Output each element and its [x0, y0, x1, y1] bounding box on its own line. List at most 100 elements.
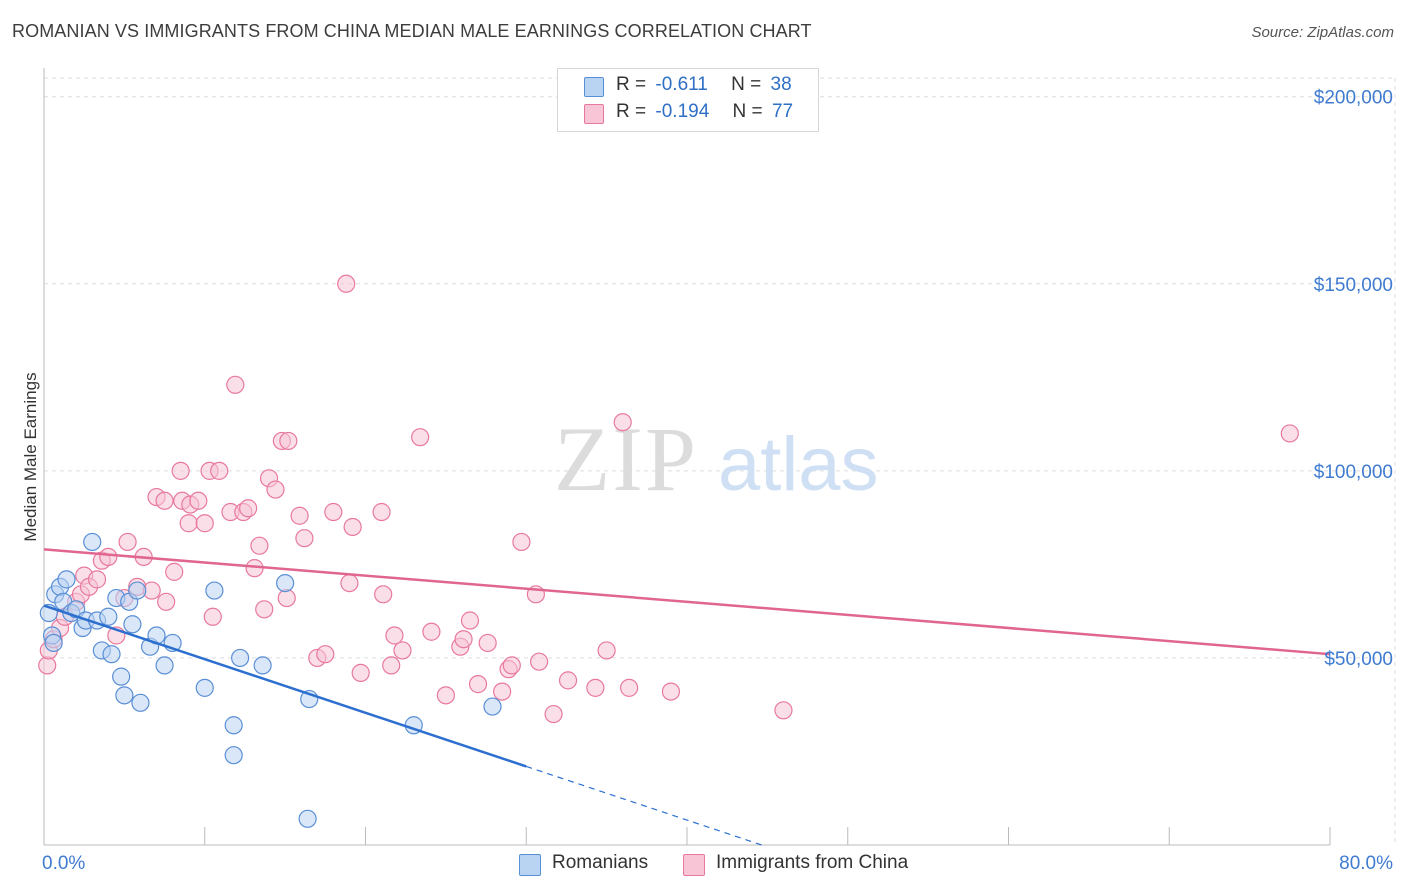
y-tick-label: $50,000 — [1324, 649, 1393, 670]
china-point — [255, 600, 274, 619]
romanians-point — [224, 716, 243, 735]
china-point — [493, 682, 512, 701]
romanians-point — [298, 809, 317, 828]
romanians-point — [44, 633, 63, 653]
axes — [43, 68, 1331, 846]
china-point — [502, 656, 521, 675]
china-point — [179, 514, 198, 533]
china-point — [324, 502, 343, 522]
romanians-point — [231, 648, 250, 668]
china-point — [195, 514, 214, 533]
chart-title: ROMANIAN VS IMMIGRANTS FROM CHINA MEDIAN… — [12, 21, 812, 41]
china-point — [460, 611, 480, 630]
series-immigrants-from-china — [38, 274, 1299, 724]
china-point — [155, 491, 174, 510]
watermark: ZIP atlas — [554, 408, 879, 510]
bottom-legend-label-romanians: Romanians — [552, 852, 649, 873]
china-point — [468, 675, 488, 694]
legend-r-value-china: -0.194 — [655, 101, 710, 122]
china-point — [544, 704, 563, 724]
china-point — [250, 536, 269, 555]
china-point — [277, 588, 296, 608]
tick-labels: $50,000 $100,000 $150,000 $200,000 Median Ma… — [21, 88, 1393, 874]
legend-swatch-china — [584, 104, 604, 124]
romanians-point — [483, 697, 502, 716]
romanians-point — [128, 581, 147, 600]
china-point — [411, 428, 430, 447]
china-point — [393, 641, 412, 660]
romanians-point — [253, 656, 272, 675]
china-point — [613, 413, 632, 432]
china-point — [454, 630, 473, 649]
china-point — [118, 532, 137, 552]
legend-n-value-china: 77 — [771, 101, 794, 122]
romanians-point — [115, 686, 134, 705]
legend-n-label: N = — [731, 74, 762, 95]
china-point — [340, 573, 359, 593]
china-point — [337, 274, 356, 293]
romanians-point — [155, 656, 174, 675]
legend-r-label: R = — [616, 101, 647, 122]
china-point — [372, 502, 391, 522]
china-point — [374, 585, 393, 604]
romanians-point — [102, 645, 121, 664]
china-point — [171, 461, 190, 480]
china-point — [38, 656, 57, 675]
romanians-point — [224, 746, 243, 765]
bottom-legend-label-china: Immigrants from China — [716, 852, 909, 873]
china-point — [295, 529, 314, 548]
trend-line-romanians-extension — [526, 765, 762, 846]
china-point — [316, 645, 335, 664]
china-point — [436, 686, 455, 705]
watermark-atlas: atlas — [718, 422, 879, 507]
china-point — [165, 562, 184, 581]
bottom-legend-swatch-romanians — [519, 854, 541, 876]
china-point — [351, 663, 370, 682]
romanians-point — [123, 615, 142, 634]
china-point — [512, 532, 531, 552]
china-point — [239, 499, 258, 518]
romanians-point — [99, 607, 118, 626]
china-point — [478, 633, 497, 653]
trend-line-china — [43, 548, 1331, 656]
china-point — [87, 570, 107, 589]
china-point — [203, 607, 222, 626]
china-point — [157, 592, 176, 611]
china-point — [385, 626, 404, 645]
legend-swatch-romanians — [584, 77, 604, 97]
china-point — [290, 506, 309, 525]
romanians-point — [131, 693, 150, 712]
china-point — [343, 517, 362, 537]
china-point — [266, 480, 285, 499]
legend-r-value-romanians: -0.611 — [655, 74, 708, 95]
y-tick-label: $200,000 — [1314, 88, 1393, 109]
y-axis-label: Median Male Earnings — [21, 372, 40, 541]
y-tick-label: $100,000 — [1314, 462, 1393, 483]
legend-n-label: N = — [732, 101, 763, 122]
legend-n-value-romanians: 38 — [770, 74, 792, 95]
china-point — [210, 461, 229, 480]
china-point — [620, 678, 639, 697]
china-point — [774, 701, 793, 720]
x-tick-label-min: 0.0% — [42, 853, 85, 874]
romanians-point — [195, 678, 214, 697]
romanians-point — [112, 667, 131, 686]
y-tick-label: $150,000 — [1314, 275, 1393, 296]
china-point — [99, 547, 118, 567]
romanians-point — [83, 532, 102, 552]
romanians-point — [205, 581, 224, 600]
china-point — [226, 375, 245, 394]
china-point — [422, 622, 441, 641]
china-point — [1280, 424, 1299, 443]
trend-line-romanians — [43, 604, 527, 768]
china-point — [558, 671, 578, 690]
china-point — [279, 431, 298, 451]
china-point — [586, 678, 605, 697]
correlation-legend: R = -0.611 N = 38 R = -0.194 N = 77 — [557, 68, 819, 132]
china-point — [189, 491, 208, 510]
legend-r-label: R = — [616, 74, 647, 95]
china-point — [597, 641, 616, 660]
china-point — [382, 656, 401, 675]
romanians-point — [57, 570, 76, 589]
